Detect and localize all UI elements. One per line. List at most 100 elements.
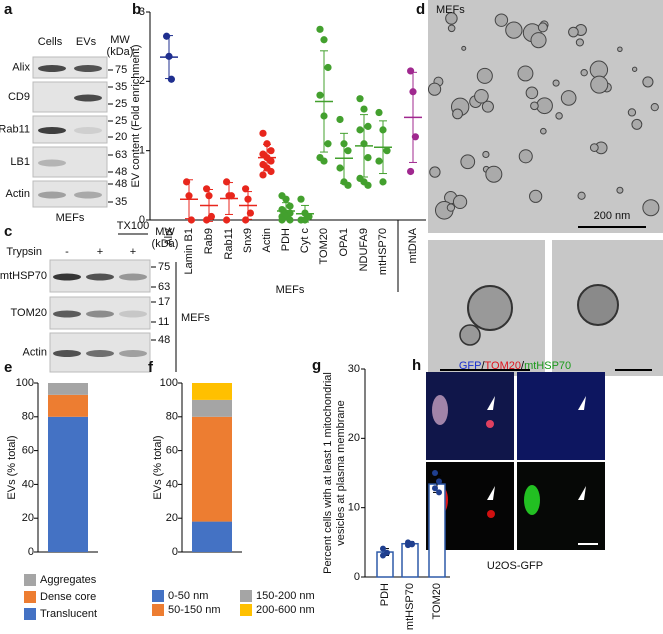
label: 63 (158, 281, 170, 293)
vesicle (427, 82, 442, 96)
blot (32, 56, 108, 79)
x-tick-label: Cyt c (299, 228, 311, 254)
vesicle (525, 86, 539, 100)
bar-segment (192, 399, 232, 417)
label: 80 (22, 411, 34, 423)
y-axis-title: Percent cells with at least 1 mitochondr… (322, 372, 334, 574)
data-point (223, 178, 231, 186)
label: 0 (139, 214, 145, 226)
band (38, 65, 66, 72)
arrowhead (487, 486, 495, 500)
label: Actin (23, 346, 47, 358)
label: 25 (115, 115, 127, 127)
treatment-sign: + (130, 246, 136, 258)
vesicle (568, 26, 579, 38)
label: 25 (115, 98, 127, 110)
legend-swatch (152, 590, 164, 602)
data-point (407, 167, 415, 176)
signal (486, 420, 494, 428)
data-point (409, 88, 417, 96)
data-point (436, 478, 442, 485)
band (119, 310, 147, 318)
blot (32, 146, 108, 178)
x-tick-label: Rab11 (223, 228, 235, 260)
label: 35 (115, 196, 127, 208)
vesicle (485, 165, 503, 183)
x-tick-label: mtHSP70 (404, 583, 416, 630)
label: 100 (16, 377, 34, 389)
vesicle (616, 186, 624, 194)
label: 48 (115, 178, 127, 190)
caption: MEFs (181, 312, 210, 324)
vesicle (537, 22, 548, 33)
band (53, 310, 81, 318)
data-point (375, 157, 383, 165)
data-point (407, 67, 415, 75)
label: 60 (166, 445, 178, 457)
data-point (282, 195, 290, 203)
bar-segment (48, 383, 88, 395)
band (38, 159, 66, 167)
label: 48 (115, 166, 127, 178)
x-tick-label: Rab9 (203, 228, 215, 254)
vesicle (552, 79, 560, 87)
data-point (364, 154, 372, 162)
signal (487, 510, 495, 518)
vesicle (482, 150, 490, 159)
label: mtHSP70 (0, 270, 47, 282)
treatment-sign: + (97, 246, 103, 258)
data-point (344, 181, 352, 189)
vesicle (560, 90, 577, 106)
data-point (203, 185, 211, 193)
vesicle (452, 194, 468, 210)
data-point (185, 192, 193, 200)
data-point (165, 52, 173, 60)
blot (32, 180, 108, 208)
x-tick-label: Actin (261, 228, 273, 252)
panel-letter: d (416, 1, 425, 18)
data-point (364, 122, 372, 130)
legend-swatch (152, 604, 164, 616)
title-part: / (521, 360, 525, 372)
vesicle (429, 166, 441, 178)
label: LB1 (10, 156, 30, 168)
band (74, 127, 102, 134)
x-tick-label: Snx9 (242, 228, 254, 253)
label: 40 (22, 478, 34, 490)
data-point (409, 541, 415, 548)
data-point (356, 95, 364, 103)
label: 20 (348, 432, 360, 444)
bar-segment (192, 416, 232, 522)
panel-letter: f (148, 359, 154, 376)
label: CD9 (8, 91, 30, 103)
legend-swatch (24, 591, 36, 603)
label: 1 (139, 145, 145, 157)
vesicle (590, 75, 609, 94)
data-point (205, 192, 213, 200)
treatment-sign: - (65, 246, 69, 258)
y-axis-title: vesicles at plasma membrane (335, 400, 347, 546)
band (119, 273, 147, 281)
label: Translucent (40, 608, 97, 620)
label: 0 (172, 546, 178, 558)
band (53, 350, 81, 357)
band (119, 350, 147, 357)
band (53, 273, 81, 281)
title-part: TOM20 (485, 360, 521, 372)
vesicle (447, 24, 456, 33)
data-point (316, 91, 324, 99)
data-point (163, 32, 171, 40)
label: 20 (22, 512, 34, 524)
data-point (380, 545, 386, 552)
bar-segment (192, 521, 232, 552)
data-point (320, 157, 328, 165)
vesicle (481, 100, 494, 113)
bar-segment (192, 383, 232, 400)
panel-letter: c (4, 223, 12, 240)
vesicle (446, 203, 456, 212)
image-title: GFP/TOM20/mtHSP70 (459, 360, 571, 372)
vesicle (577, 191, 586, 200)
band (86, 273, 114, 281)
data-point (364, 181, 372, 189)
label: 2 (139, 75, 145, 87)
